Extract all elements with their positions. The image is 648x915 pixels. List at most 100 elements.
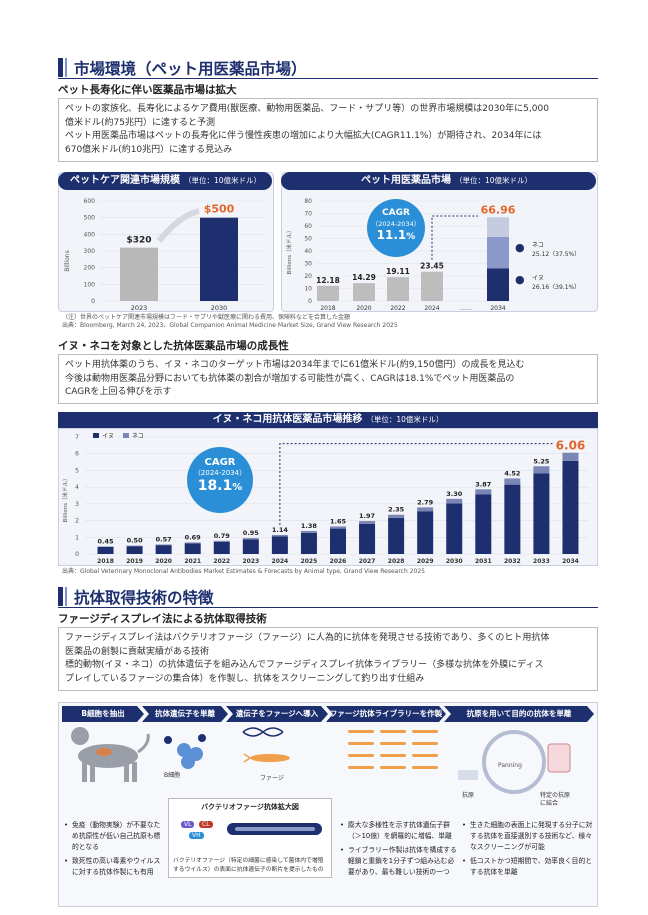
section1-line: 億米ドル(約75兆円）に達すると予測: [65, 117, 215, 128]
step-build-library: ファージ抗体ライブラリーを作製: [326, 706, 446, 722]
data-label: 3.87: [475, 480, 491, 488]
bar-cat-2025: [300, 530, 317, 533]
cat-value: 25.12（37.5%）: [532, 251, 581, 258]
section-accent-bar: [58, 587, 63, 606]
section3-header: 抗体取得技術の特徴: [58, 586, 598, 608]
data-label: 2.79: [417, 498, 434, 506]
bar-cat-2021: [184, 542, 201, 544]
bullet-item: ライブラリー作製は抗体を構成する軽鎖と重鎖を1分子ずつ組み込む必要があり、最も難…: [340, 845, 458, 878]
bar-dog-2020: [155, 545, 172, 554]
bar-cat-2019: [126, 545, 143, 547]
data-label: 0.50: [127, 537, 144, 545]
section1-title: 市場環境（ペット用医薬品市場）: [74, 60, 307, 78]
bar-dog-2028: [388, 517, 405, 554]
x-tick-label: 2031: [475, 558, 492, 565]
dna-icon: [242, 727, 284, 737]
bar-dog-2032: [504, 484, 521, 554]
x-tick-label: 2034: [562, 558, 579, 565]
section1-line: ペットの家族化、長寿化によるケア費用(獣医療、動物用医薬品、フード・サプリ等）の…: [65, 104, 549, 114]
bar-cat-2033: [533, 466, 550, 474]
bar-2020: [353, 283, 375, 301]
petcare-chart-unit: （単位：10億米ドル）: [184, 176, 262, 185]
data-label: 1.65: [330, 517, 347, 525]
bar-cat-2030: [446, 498, 463, 504]
antibody-chart-title-text: イヌ・ネコ用抗体医薬品市場推移: [212, 414, 363, 425]
antibody-chart: 0 1 2 3 4 5 6 7 Billions（米ドル） イヌ ネコ 0.45 2018 0.50 201…: [61, 433, 589, 565]
cagr-period: （2024-2034）: [371, 220, 421, 228]
bar-dog-2022: [213, 541, 230, 554]
bar-cat-2024: [271, 534, 288, 537]
growth-connector: [279, 443, 553, 525]
data-label: 1.14: [272, 526, 289, 534]
cagr-label: CAGR: [382, 208, 410, 218]
organ-icon: [96, 748, 112, 756]
data-label: 66.96: [481, 203, 516, 216]
phage-library-icon: [348, 730, 438, 769]
antigen-plate-icon: [458, 770, 478, 780]
section3-title: 抗体取得技術の特徴: [74, 589, 214, 607]
bar-dog-2021: [184, 543, 201, 554]
process-illustration: [71, 727, 571, 794]
bar-dog-2030: [446, 503, 463, 554]
x-tick-label: 2022: [390, 305, 405, 312]
y-tick-label: 60: [304, 223, 312, 230]
enlarged-note-2: するウイルス）の表面に抗体遺伝子の断片を提示したもの: [173, 867, 324, 873]
data-label: 1.38: [301, 522, 318, 530]
y-tick-label: 80: [304, 198, 312, 205]
x-tick-label: 2025: [301, 558, 318, 565]
specific-label-1: 特定の抗原: [540, 792, 571, 799]
y-tick-label: 600: [84, 198, 96, 205]
x-tick-label: 2028: [388, 558, 405, 565]
petcare-chart-panel: ペットケア関連市場規模 （単位：10億米ドル） 0 100 200 300 400 500 6…: [58, 172, 274, 312]
y-tick-label: 6: [75, 451, 79, 458]
section1-line: ペット用医薬品市場はペットの長寿化に伴う慢性疾患の増加により大幅拡大(CAGR1…: [65, 131, 542, 141]
bar-dog-2029: [417, 511, 434, 554]
y-tick-label: 70: [304, 211, 312, 218]
petmed-chart-unit: （単位：10億米ドル）: [455, 176, 533, 185]
y-tick-label: 20: [304, 273, 312, 280]
ellipsis-label: ……: [460, 305, 472, 312]
dog-illustration-icon: [71, 727, 150, 782]
data-label: 0.57: [156, 535, 172, 543]
section2-line: 今後は動物用医薬品分野においても抗体薬の割合が増加する可能性が高く、CAGRは1…: [65, 373, 515, 384]
cagr-period: （2024-2034）: [193, 469, 247, 477]
bar-cat-2020: [155, 544, 172, 546]
y-axis-label: Billions: [64, 250, 71, 271]
petcare-chart: 0 100 200 300 400 500 600 Billions 2023 $320 2030 $…: [64, 198, 265, 312]
y-tick-label: 500: [84, 215, 96, 222]
vl-tag: VL: [181, 821, 195, 828]
petcare-chart-title-text: ペットケア関連市場規模: [70, 175, 180, 186]
section3-subtitle: ファージディスプレイ法による抗体取得技術: [58, 613, 267, 625]
data-label: 12.18: [316, 276, 340, 285]
cl-tag: CL: [199, 821, 213, 828]
cagr-value: 18.1%: [197, 478, 243, 494]
y-tick-label: 0: [91, 298, 95, 305]
section1-line: 670億米ドル(約10兆円）に達する見込み: [65, 144, 233, 155]
bullet-item: 低コストかつ短期間で、効率良く目的とする抗体を単離: [462, 856, 594, 878]
bar-2024: [421, 271, 443, 301]
y-tick-label: 100: [84, 281, 96, 288]
antibody-chart-title: イヌ・ネコ用抗体医薬品市場推移 （単位：10億米ドル）: [58, 412, 598, 428]
bar-dog-2034: [562, 460, 579, 554]
data-label: $320: [126, 236, 151, 246]
bar-cat-2027: [359, 521, 376, 524]
y-tick-label: 0: [308, 298, 312, 305]
x-tick-label: 2023: [131, 304, 148, 312]
legend-label-dog: イヌ: [102, 433, 114, 440]
bar-cat-2026: [330, 526, 346, 529]
cat-label: ネコ: [532, 242, 544, 249]
y-tick-label: 400: [84, 231, 96, 238]
bar-dog-2025: [300, 532, 317, 554]
x-tick-label: 2034: [490, 305, 505, 312]
legend-swatch-dog: [93, 433, 99, 438]
vh-tag: VH: [189, 832, 204, 839]
bar-dog-2031: [475, 494, 492, 554]
y-tick-label: 300: [84, 248, 96, 255]
growth-arrow-icon: [156, 208, 200, 243]
bar-cat-2028: [388, 514, 405, 518]
x-tick-label: 2024: [424, 305, 439, 312]
step-extract-bcell: B細胞を抽出: [62, 706, 144, 722]
enlarged-phage-icon: [227, 823, 322, 835]
bar-cat-2029: [417, 507, 434, 512]
bar-dog-2026: [330, 528, 346, 554]
